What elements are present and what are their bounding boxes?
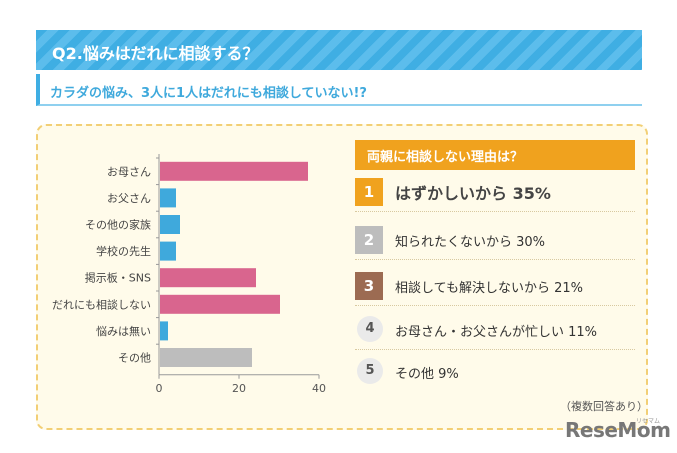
reason-text: 知られたくないから 30% — [395, 235, 546, 250]
reasons-title: 両親に相談しない理由は？ — [355, 140, 635, 170]
reason-row-4: 4 お母さん・お父さんが忙しい 11% — [355, 310, 635, 350]
x-tick-label: 20 — [232, 382, 246, 395]
bar — [160, 188, 176, 208]
reason-row-2: 2 知られたくないから 30% — [355, 220, 635, 260]
subheader: カラダの悩み、3人に1人はだれにも相談していない!? — [36, 74, 642, 106]
logo-subtext: リセマム — [636, 418, 661, 425]
reason-text: 相談しても解決しないから 21% — [395, 281, 583, 296]
reason-text: その他 9% — [395, 367, 459, 382]
category-label: お父さん — [107, 192, 151, 205]
question-title: Q2.悩みはだれに相談する？ — [52, 44, 259, 63]
bar — [160, 321, 168, 341]
category-label: その他の家族 — [85, 218, 151, 232]
bar — [160, 161, 308, 181]
category-label: 掲示板・SNS — [85, 271, 151, 285]
bar — [160, 268, 256, 288]
rank-badge: 2 — [355, 226, 383, 254]
bar — [160, 348, 252, 367]
x-tick-label: 40 — [312, 382, 326, 395]
reason-text: お母さん・お父さんが忙しい 11% — [395, 325, 598, 340]
rank-badge: 1 — [355, 178, 383, 206]
rank-badge: 3 — [355, 272, 383, 300]
reason-row-1: 1 はずかしいから 35% — [355, 172, 635, 212]
category-label: 学校の先生 — [96, 244, 151, 258]
rank-badge: 5 — [357, 358, 383, 384]
bar — [160, 294, 280, 314]
bar — [160, 215, 180, 234]
question-header: Q2.悩みはだれに相談する？ — [36, 30, 642, 70]
category-label: お母さん — [107, 165, 151, 178]
category-label: だれにも相談しない — [52, 297, 151, 311]
reason-row-5: 5 その他 9% — [355, 352, 635, 392]
subheader-text: カラダの悩み、3人に1人はだれにも相談していない!? — [50, 86, 367, 101]
reason-row-3: 3 相談しても解決しないから 21% — [355, 266, 635, 306]
rank-badge: 4 — [357, 316, 383, 342]
content-panel — [36, 124, 648, 430]
footnote: （複数回答あり） — [560, 400, 648, 413]
resemom-logo: ReseMom — [565, 418, 671, 442]
reason-text: はずかしいから 35% — [395, 184, 551, 203]
category-label: 悩みは無い — [96, 324, 151, 338]
x-tick-label: 0 — [156, 382, 163, 395]
bar — [160, 241, 176, 261]
category-label: その他 — [118, 352, 151, 365]
